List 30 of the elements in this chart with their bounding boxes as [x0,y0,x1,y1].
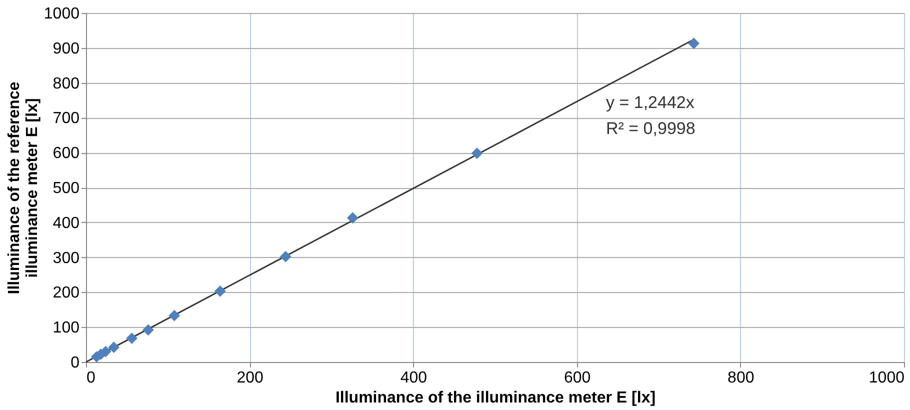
x-tick-label: 600 [564,370,591,386]
x-tick-label: 400 [400,370,428,386]
y-tick-label: 700 [52,110,80,128]
y-tick-label: 100 [52,320,80,337]
x-axis-title: Illuminance of the illuminance meter E [lx] [335,390,656,406]
y-tick-label: 500 [52,180,80,197]
y-tick-label: 0 [70,354,80,372]
y-tick-label: 300 [52,250,80,267]
point [471,148,483,159]
y-tick-label: 1000 [44,6,80,22]
annotation: R² = 0,9998 [606,119,696,138]
y-tick-label: 800 [52,75,80,92]
point [214,285,226,297]
annotation: y = 1,2442x [606,93,695,112]
y-tick-label: 600 [52,145,80,162]
y-axis-title: Illuminance of the reference illuminance meter E [lx] [6,82,41,294]
point [108,342,120,354]
x-tick-label: 200 [236,370,264,386]
point [126,332,138,344]
x-tick-label: 0 [86,370,96,386]
y-tick-label: 200 [52,284,80,302]
y-tick-label: 400 [52,214,80,232]
point [168,310,180,322]
point [142,324,154,336]
x-tick-label: 800 [728,370,754,386]
x-tick-label: 1000 [868,370,905,386]
point [346,212,358,224]
y-tick-label: 900 [52,40,80,58]
point [280,250,292,262]
point [688,38,700,50]
